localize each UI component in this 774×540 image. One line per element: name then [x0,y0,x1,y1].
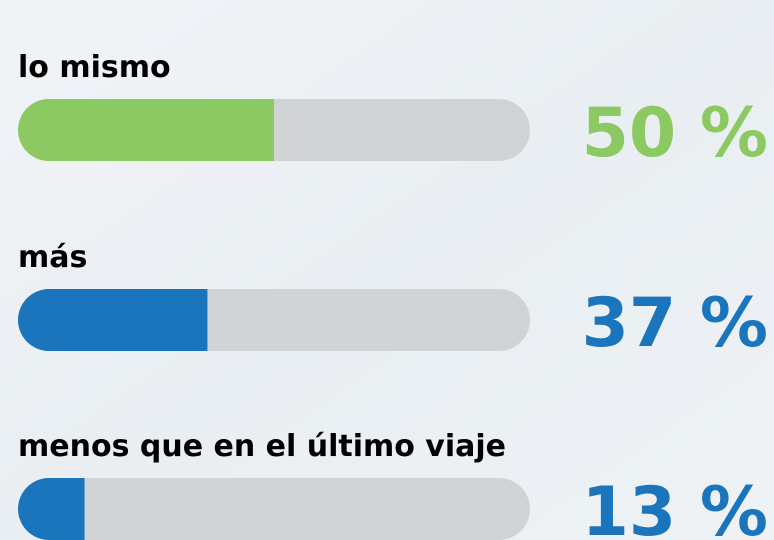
value-label: 50 % [582,94,768,173]
category-label: menos que en el último viaje [18,429,506,464]
category-label: lo mismo [18,50,171,85]
category-label: más [18,240,87,275]
bar-track [18,478,530,540]
bar [18,99,274,161]
bar [18,289,208,351]
value-label: 37 % [582,284,768,363]
value-label: 13 % [582,473,768,540]
bar [18,478,85,540]
